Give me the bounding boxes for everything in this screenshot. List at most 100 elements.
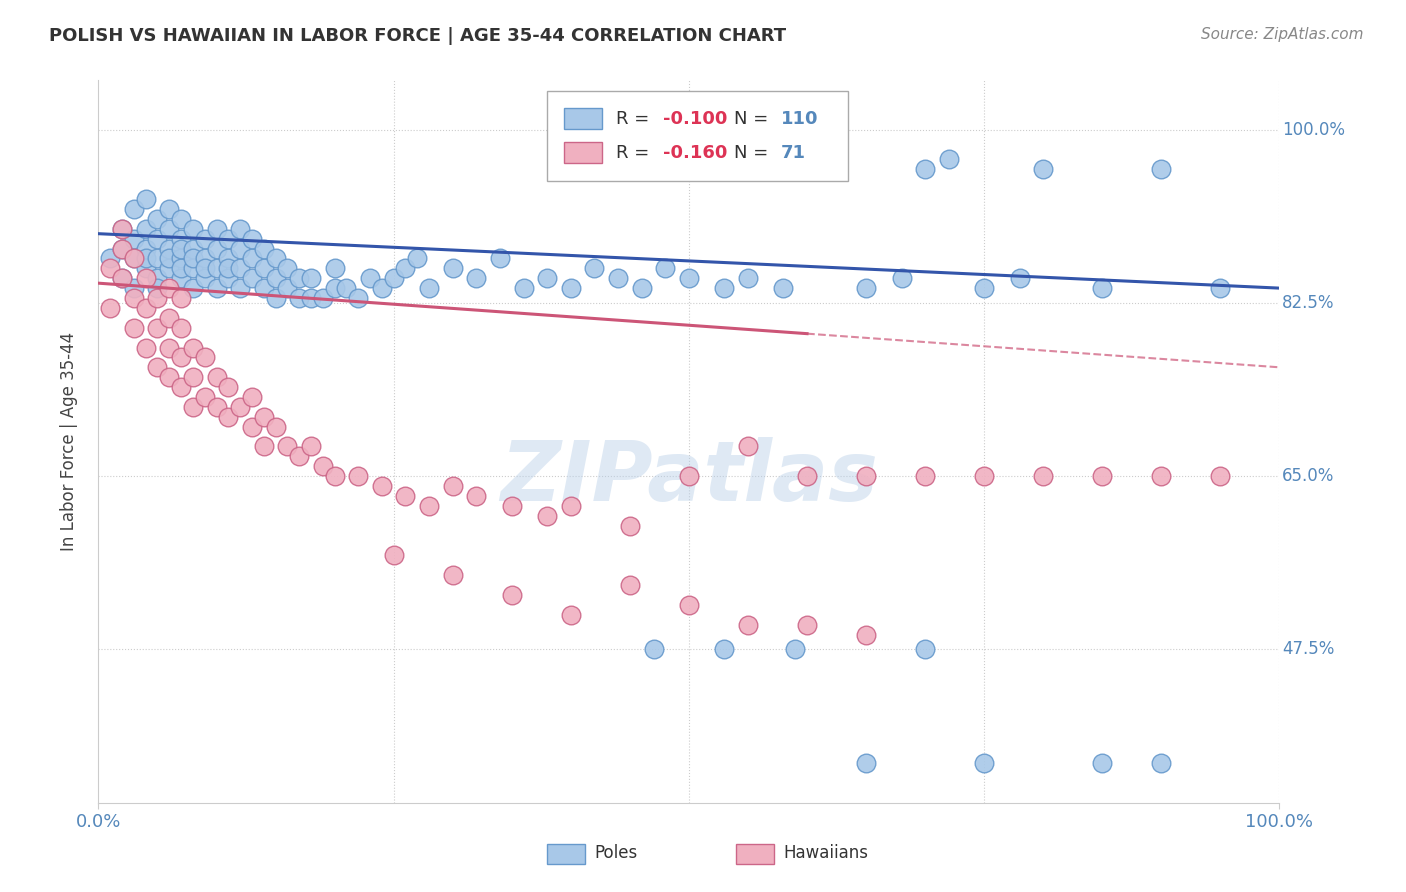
Point [288,291,311,305]
Text: 82.5%: 82.5% [1282,294,1334,312]
Point [418,281,440,295]
Point [170,291,193,305]
Text: R =: R = [616,110,655,128]
Point [630,281,652,295]
Point [371,281,394,295]
Point [264,252,287,266]
Point [1008,271,1031,285]
Point [229,261,252,276]
Point [973,756,995,771]
Text: 110: 110 [782,110,818,128]
Point [1150,756,1173,771]
Point [157,341,180,355]
Point [135,242,157,256]
Point [312,291,335,305]
Point [973,281,995,295]
Point [264,291,287,305]
Point [512,281,534,295]
Point [205,400,228,414]
Point [170,252,193,266]
Point [441,261,464,276]
Point [240,419,263,434]
Point [737,440,759,454]
Point [1091,756,1114,771]
Point [253,261,276,276]
Point [194,232,217,246]
Point [157,242,180,256]
Point [276,440,298,454]
Text: -0.160: -0.160 [664,144,727,161]
Point [560,607,582,622]
Point [217,232,239,246]
Point [335,281,357,295]
Point [489,252,512,266]
Point [98,252,121,266]
Text: N =: N = [734,110,773,128]
Text: Poles: Poles [595,845,638,863]
Point [382,271,405,285]
Point [205,281,228,295]
Point [240,271,263,285]
Point [536,271,558,285]
Point [157,281,180,295]
Point [347,291,370,305]
Point [240,232,263,246]
Point [229,221,252,235]
Point [347,469,370,483]
Point [229,242,252,256]
Point [194,271,217,285]
Point [205,370,228,384]
Point [713,642,735,657]
Point [820,143,842,157]
Point [914,469,936,483]
Point [855,756,877,771]
Point [288,450,311,464]
Point [312,459,335,474]
Point [654,261,676,276]
Text: 47.5%: 47.5% [1282,640,1334,658]
Point [785,642,807,657]
Text: 100.0%: 100.0% [1282,120,1344,139]
Point [181,281,204,295]
Point [441,568,464,582]
Point [122,252,145,266]
Text: 71: 71 [782,144,806,161]
Point [288,271,311,285]
Point [170,320,193,334]
Point [465,271,488,285]
Point [217,271,239,285]
Point [181,341,204,355]
Point [359,271,381,285]
Point [465,489,488,503]
Point [441,479,464,493]
Point [157,370,180,384]
Point [299,271,322,285]
Text: N =: N = [734,144,773,161]
Point [501,588,523,602]
Point [181,221,204,235]
Point [1032,469,1054,483]
Point [323,469,346,483]
Point [229,400,252,414]
Text: Source: ZipAtlas.com: Source: ZipAtlas.com [1201,27,1364,42]
Point [299,440,322,454]
Point [111,242,134,256]
Point [205,242,228,256]
Point [1150,162,1173,177]
Point [170,351,193,365]
Point [678,271,700,285]
Y-axis label: In Labor Force | Age 35-44: In Labor Force | Age 35-44 [59,332,77,551]
Point [194,390,217,404]
Text: ZIPatlas: ZIPatlas [501,437,877,518]
Point [146,271,169,285]
Point [135,301,157,315]
FancyBboxPatch shape [737,844,773,864]
Point [170,211,193,226]
Point [170,242,193,256]
Point [229,281,252,295]
Point [170,271,193,285]
Point [1032,162,1054,177]
Point [135,192,157,206]
Point [181,370,204,384]
Point [1209,469,1232,483]
